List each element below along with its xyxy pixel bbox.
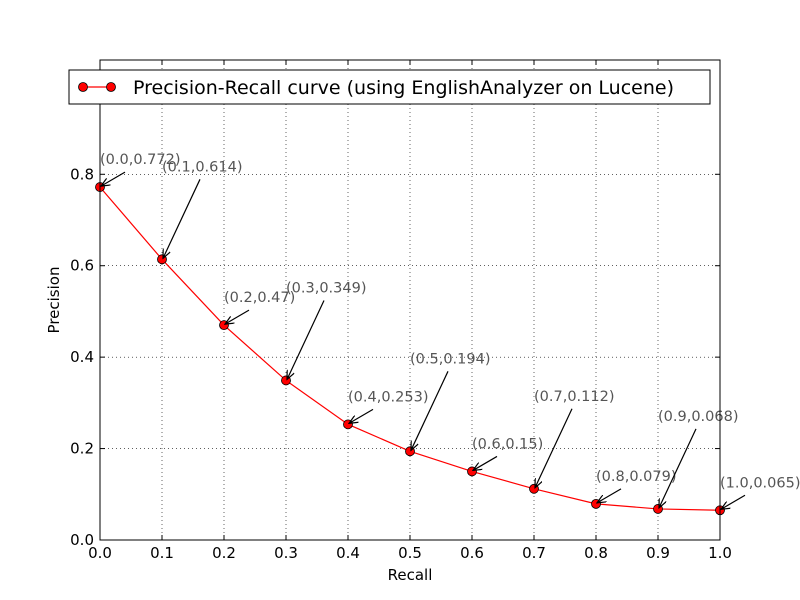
annotation-label: (0.1,0.614) — [162, 159, 243, 175]
annotation-label: (0.2,0.47) — [224, 290, 295, 306]
data-point — [591, 498, 601, 509]
legend: Precision-Recall curve (using EnglishAna… — [68, 69, 711, 105]
annotation-label: (0.3,0.349) — [286, 280, 367, 296]
annotation-label: (0.9,0.068) — [658, 409, 739, 425]
data-point — [467, 466, 477, 477]
legend-marker — [78, 82, 88, 92]
y-tick-label: 0.2 — [70, 440, 94, 458]
annotation-arrow — [535, 408, 573, 488]
grid — [100, 60, 720, 540]
legend-label: Precision-Recall curve (using EnglishAna… — [133, 77, 674, 99]
data-point — [157, 254, 167, 265]
data-point — [343, 419, 353, 430]
annotation-label: (0.4,0.253) — [348, 389, 429, 405]
annotation-label: (1.0,0.065) — [720, 475, 800, 491]
annotation-arrow — [597, 488, 622, 503]
x-tick-label: 0.7 — [522, 544, 546, 562]
data-point — [653, 504, 663, 514]
x-tick-label: 0.0 — [88, 544, 112, 562]
x-tick-label: 0.8 — [584, 544, 608, 562]
annotation-label: (0.6,0.15) — [472, 436, 543, 452]
annotation-arrow — [101, 171, 126, 186]
x-tick-label: 0.5 — [398, 544, 422, 562]
x-tick-label: 0.2 — [212, 544, 236, 562]
annotation-arrow — [721, 494, 746, 509]
annotation-label: (0.5,0.194) — [410, 351, 491, 367]
annotation-arrow — [287, 300, 325, 379]
annotation-label: (0.8,0.079) — [596, 469, 677, 485]
annotation-arrow — [163, 179, 201, 258]
annotation-arrow — [411, 371, 449, 450]
y-tick-label: 0.0 — [70, 531, 94, 549]
legend-box — [68, 69, 711, 105]
x-tick-label: 0.6 — [460, 544, 484, 562]
y-tick-label: 0.8 — [70, 165, 94, 183]
annotation-arrow — [225, 309, 250, 324]
annotation-label: (0.7,0.112) — [534, 389, 615, 405]
x-tick-label: 0.9 — [646, 544, 670, 562]
data-point — [281, 375, 291, 386]
data-point — [219, 320, 229, 331]
x-tick-label: 1.0 — [708, 544, 732, 562]
x-tick-label: 0.4 — [336, 544, 360, 562]
legend-marker — [106, 82, 116, 92]
x-tick-label: 0.3 — [274, 544, 298, 562]
x-tick-label: 0.1 — [150, 544, 174, 562]
data-point — [405, 446, 415, 457]
annotation-layer: (0.0,0.772)(0.1,0.614) (0.2,0.47)(0.3,0.3… — [100, 152, 800, 509]
y-axis-label: Precision — [45, 267, 63, 334]
y-tick-label: 0.6 — [70, 257, 94, 275]
annotation-arrow — [659, 428, 697, 508]
annotation-arrow — [349, 408, 374, 423]
annotation-arrow — [473, 455, 498, 470]
data-point — [529, 483, 539, 494]
x-axis-label: Recall — [388, 566, 433, 584]
y-tick-label: 0.4 — [70, 348, 94, 366]
ticks: 0.0 0.1 0.2 0.3 0.4 0.5 0.6 0.7 0.8 0.9 1.0 0.0 0.2 0… — [70, 60, 732, 562]
annotation-label: (0.0,0.772) — [100, 152, 181, 168]
